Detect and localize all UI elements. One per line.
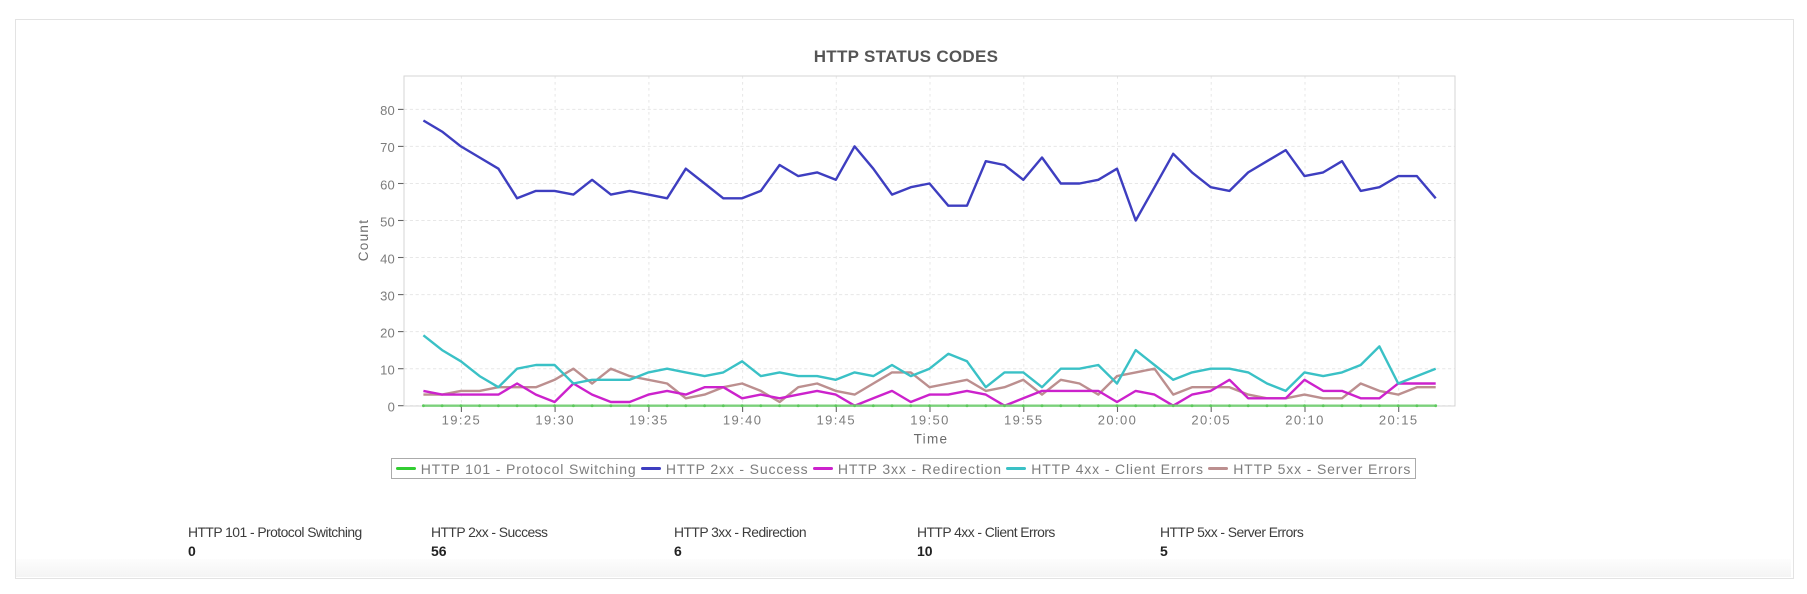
svg-text:80: 80 bbox=[380, 103, 395, 118]
svg-text:20:00: 20:00 bbox=[1098, 412, 1138, 427]
svg-text:19:35: 19:35 bbox=[629, 412, 669, 427]
svg-text:60: 60 bbox=[380, 177, 395, 192]
svg-text:50: 50 bbox=[380, 214, 395, 229]
svg-text:30: 30 bbox=[380, 288, 395, 303]
svg-text:20:10: 20:10 bbox=[1285, 412, 1325, 427]
svg-text:0: 0 bbox=[388, 400, 395, 415]
svg-text:40: 40 bbox=[380, 251, 395, 266]
svg-text:19:45: 19:45 bbox=[817, 412, 857, 427]
svg-text:10: 10 bbox=[380, 363, 395, 378]
svg-text:19:55: 19:55 bbox=[1004, 412, 1044, 427]
svg-text:Time: Time bbox=[914, 432, 949, 447]
svg-text:19:25: 19:25 bbox=[442, 412, 482, 427]
svg-text:19:40: 19:40 bbox=[723, 412, 763, 427]
svg-text:Count: Count bbox=[356, 219, 371, 262]
svg-text:20: 20 bbox=[380, 325, 395, 340]
svg-text:20:15: 20:15 bbox=[1379, 412, 1419, 427]
svg-text:19:30: 19:30 bbox=[535, 412, 575, 427]
svg-text:20:05: 20:05 bbox=[1191, 412, 1231, 427]
svg-text:70: 70 bbox=[380, 140, 395, 155]
svg-text:19:50: 19:50 bbox=[910, 412, 950, 427]
